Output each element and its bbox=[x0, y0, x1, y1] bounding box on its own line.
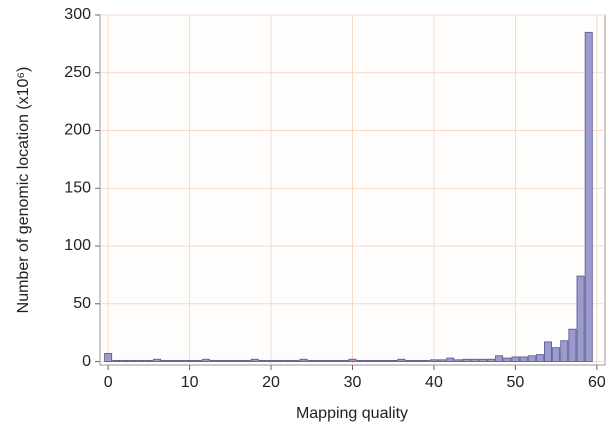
bar bbox=[535, 354, 544, 362]
bar bbox=[153, 358, 161, 362]
bar bbox=[405, 359, 414, 362]
x-tick-label: 50 bbox=[507, 374, 525, 391]
x-tick-label: 10 bbox=[181, 374, 199, 391]
bar bbox=[364, 359, 373, 362]
bar bbox=[218, 359, 227, 362]
bar bbox=[462, 358, 471, 362]
bar bbox=[201, 358, 210, 362]
bar bbox=[348, 358, 357, 362]
bar bbox=[503, 357, 512, 362]
bar bbox=[267, 359, 276, 362]
bar bbox=[275, 359, 284, 362]
bar bbox=[185, 359, 194, 362]
x-tick-label: 40 bbox=[425, 374, 443, 391]
y-tick-label: 300 bbox=[64, 6, 91, 23]
bar bbox=[454, 359, 463, 362]
bar bbox=[446, 357, 455, 362]
bar bbox=[397, 358, 406, 362]
bar bbox=[315, 359, 324, 362]
bar bbox=[560, 340, 569, 362]
bar bbox=[169, 359, 178, 362]
bar bbox=[324, 359, 333, 362]
y-tick-label: 100 bbox=[64, 237, 91, 254]
bar bbox=[527, 355, 536, 362]
x-tick-label: 60 bbox=[588, 374, 606, 391]
y-tick-label: 50 bbox=[73, 295, 91, 312]
bar bbox=[234, 359, 243, 362]
y-tick-label: 0 bbox=[82, 353, 91, 370]
bar bbox=[112, 359, 121, 362]
bar bbox=[544, 341, 552, 362]
bar bbox=[413, 359, 422, 362]
bar bbox=[495, 355, 504, 362]
bar bbox=[552, 347, 561, 362]
y-tick-label: 250 bbox=[64, 64, 91, 81]
bar bbox=[332, 359, 341, 362]
bar bbox=[486, 358, 495, 362]
bar bbox=[584, 31, 593, 362]
bar bbox=[291, 359, 300, 362]
bar bbox=[136, 359, 145, 362]
bar bbox=[299, 358, 308, 362]
bar bbox=[258, 359, 267, 362]
x-axis-label: Mapping quality bbox=[296, 405, 408, 422]
bar bbox=[438, 359, 447, 362]
bar bbox=[429, 359, 438, 362]
bar bbox=[161, 359, 170, 362]
bar bbox=[478, 358, 487, 362]
bar bbox=[242, 359, 251, 362]
bar bbox=[511, 356, 520, 362]
y-tick-label: 150 bbox=[64, 179, 91, 196]
bar bbox=[193, 359, 202, 362]
bar bbox=[177, 359, 186, 362]
y-tick-label: 200 bbox=[64, 122, 91, 139]
x-tick-label: 30 bbox=[344, 374, 362, 391]
bar bbox=[381, 359, 390, 362]
bar bbox=[519, 356, 528, 362]
bar bbox=[283, 359, 292, 362]
bar bbox=[568, 328, 577, 362]
bar bbox=[356, 359, 365, 362]
bar bbox=[120, 359, 129, 362]
x-tick-label: 0 bbox=[104, 374, 113, 391]
bar bbox=[470, 358, 479, 362]
bar bbox=[372, 359, 381, 362]
x-tick-label: 20 bbox=[262, 374, 280, 391]
bar bbox=[250, 358, 259, 362]
bar bbox=[389, 359, 398, 362]
bar bbox=[576, 275, 585, 362]
bar bbox=[144, 359, 153, 362]
bar bbox=[128, 359, 137, 362]
bar bbox=[210, 359, 219, 362]
bar bbox=[226, 359, 235, 362]
bar bbox=[104, 353, 113, 362]
bar bbox=[307, 359, 316, 362]
bar bbox=[340, 359, 349, 362]
y-axis-label: Number of genomic location (x10⁶) bbox=[15, 67, 32, 314]
bar bbox=[421, 359, 430, 362]
